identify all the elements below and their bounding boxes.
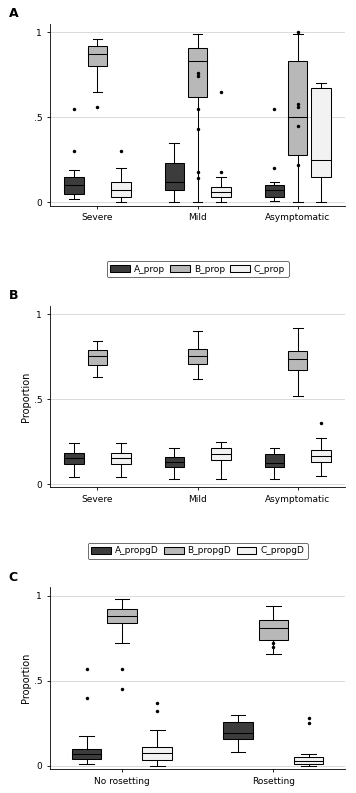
FancyBboxPatch shape (164, 457, 184, 467)
FancyBboxPatch shape (64, 177, 84, 193)
FancyBboxPatch shape (107, 610, 137, 623)
FancyBboxPatch shape (164, 163, 184, 190)
FancyBboxPatch shape (88, 46, 107, 67)
FancyBboxPatch shape (265, 454, 284, 467)
FancyBboxPatch shape (265, 186, 284, 197)
FancyBboxPatch shape (294, 757, 323, 764)
FancyBboxPatch shape (311, 88, 331, 177)
Text: A: A (9, 7, 18, 20)
Text: B: B (9, 289, 18, 302)
Legend: A_prop, B_prop, C_prop: A_prop, B_prop, C_prop (106, 261, 289, 278)
Y-axis label: Proportion: Proportion (21, 371, 31, 422)
FancyBboxPatch shape (88, 350, 107, 365)
FancyBboxPatch shape (223, 722, 253, 740)
FancyBboxPatch shape (142, 747, 172, 760)
FancyBboxPatch shape (64, 453, 84, 464)
Legend: A_propgD, B_propgD, C_propgD: A_propgD, B_propgD, C_propgD (88, 543, 308, 559)
Text: C: C (9, 571, 17, 584)
FancyBboxPatch shape (311, 450, 331, 462)
FancyBboxPatch shape (211, 187, 231, 197)
FancyBboxPatch shape (188, 349, 207, 364)
FancyBboxPatch shape (72, 749, 101, 759)
Y-axis label: Proportion: Proportion (21, 653, 31, 703)
FancyBboxPatch shape (188, 48, 207, 97)
FancyBboxPatch shape (211, 448, 231, 460)
FancyBboxPatch shape (111, 453, 131, 464)
FancyBboxPatch shape (111, 182, 131, 197)
FancyBboxPatch shape (258, 619, 288, 640)
FancyBboxPatch shape (288, 61, 308, 155)
FancyBboxPatch shape (288, 351, 308, 370)
